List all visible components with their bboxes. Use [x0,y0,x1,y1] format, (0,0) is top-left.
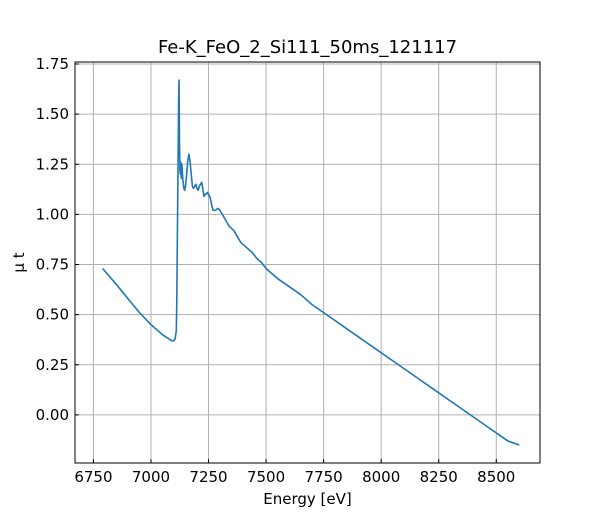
x-tick-label: 7000 [132,468,170,486]
y-tick-label: 1.25 [36,155,69,173]
plot-frame [74,61,541,464]
x-tick-label: 6750 [74,468,112,486]
y-tick-label: 1.75 [36,55,69,73]
y-tick-label: 0.75 [36,256,69,274]
x-tick-label: 7750 [305,468,343,486]
y-tick-label: 1.00 [36,205,69,223]
chart-title: Fe-K_FeO_2_Si111_50ms_121117 [158,37,457,58]
x-tick-label: 7500 [247,468,285,486]
y-tick-label: 0.25 [36,356,69,374]
axis-ticks: 6750 7000 7250 7500 7750 8000 8250 8500 0.00 0.25… [36,55,516,486]
x-tick-label: 8250 [420,468,458,486]
x-tick-label: 8000 [362,468,400,486]
y-tick-label: 1.50 [36,105,69,123]
series-line [102,79,520,446]
y-tick-label: 0.00 [36,406,69,424]
y-axis-label: μ t [10,252,28,272]
x-axis-label: Energy [eV] [263,490,351,508]
x-tick-label: 8500 [477,468,515,486]
grid-lines [75,62,540,463]
series-layer [102,79,520,446]
y-tick-label: 0.50 [36,306,69,324]
x-tick-label: 7250 [189,468,227,486]
